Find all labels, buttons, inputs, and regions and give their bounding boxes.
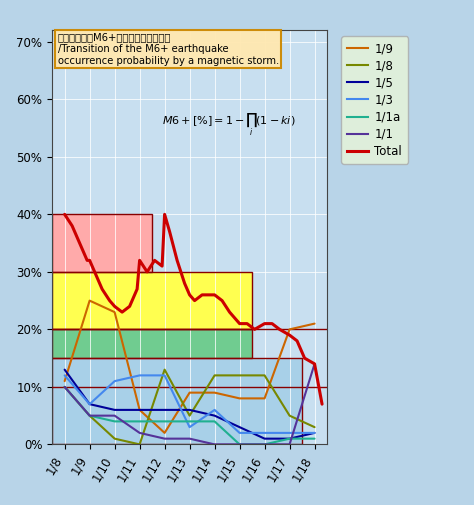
Bar [52,329,252,358]
Bar [52,214,152,272]
Bar [52,272,252,329]
Legend: 1/9, 1/8, 1/5, 1/3, 1/1a, 1/1, Total: 1/9, 1/8, 1/5, 1/3, 1/1a, 1/1, Total [341,36,408,164]
Bar [52,272,252,329]
Bar [52,358,302,444]
Text: 磁気嵐によるM6+地震発生確率の推移
/Transition of the M6+ earthquake
occurrence probability by a: 磁気嵐によるM6+地震発生確率の推移 /Transition of the M6… [58,32,279,66]
Bar [52,214,152,272]
Bar [52,329,252,358]
Text: $\mathit{M6+[\%]=1-\prod_i(1-ki)}$: $\mathit{M6+[\%]=1-\prod_i(1-ki)}$ [162,111,296,138]
Bar [52,358,302,444]
